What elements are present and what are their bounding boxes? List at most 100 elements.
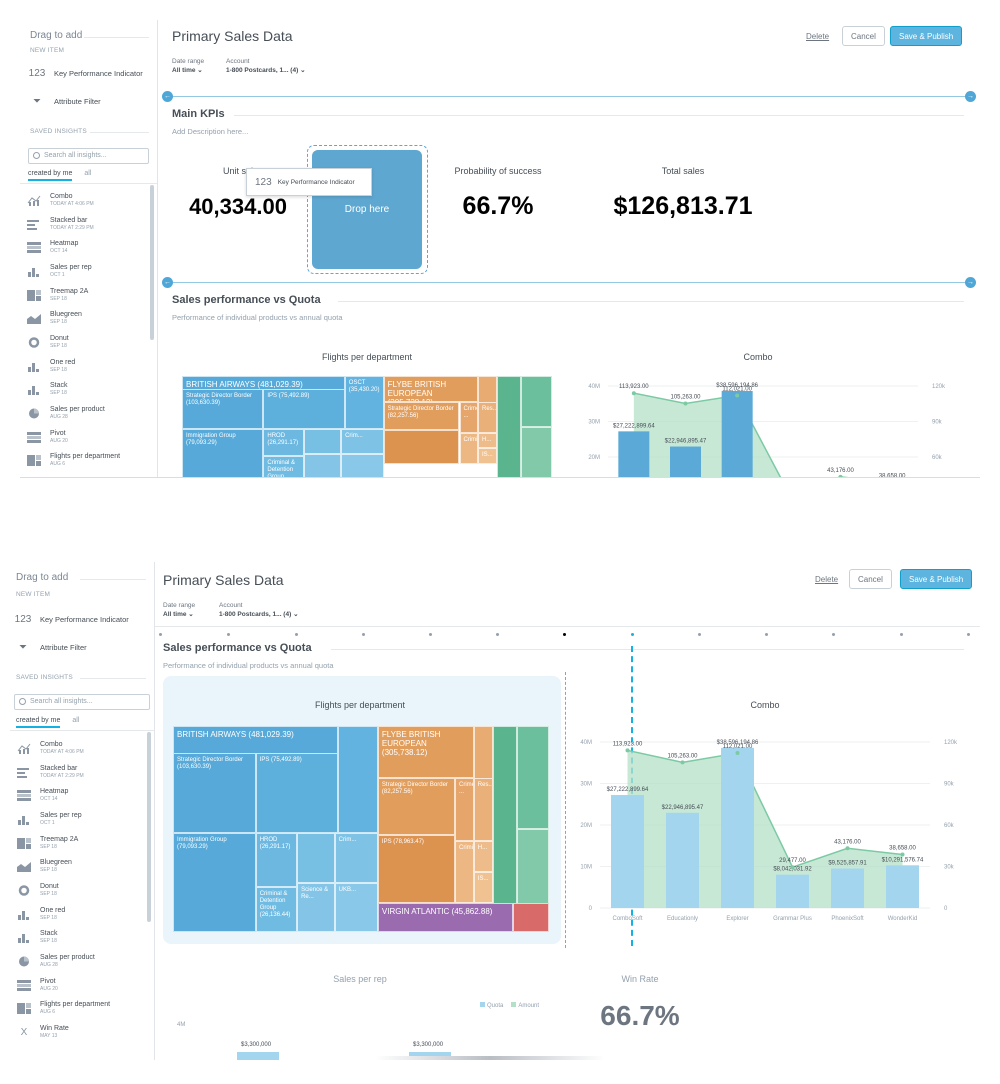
position-dot[interactable] xyxy=(698,633,701,636)
save-publish-button[interactable]: Save & Publish xyxy=(900,569,973,589)
account-filter[interactable]: Account 1-800 Postcards, 1... (4) ⌄ xyxy=(219,602,299,618)
insight-list-item[interactable]: Sales per product AUG 28 xyxy=(10,949,144,973)
treemap-cell[interactable]: Science & Re... xyxy=(297,882,335,932)
insight-list-item[interactable]: Treemap 2A SEP 18 xyxy=(20,283,147,307)
insight-list-item[interactable]: Stacked bar TODAY AT 2:29 PM xyxy=(10,760,144,784)
treemap-cell[interactable]: IPS (78,963.47) xyxy=(377,835,455,904)
delete-button[interactable]: Delete xyxy=(815,574,839,584)
position-dot[interactable] xyxy=(496,633,499,636)
treemap-cell[interactable] xyxy=(341,453,384,477)
treemap-cell[interactable]: Crime ... xyxy=(455,777,474,842)
date-range-filter[interactable]: Date range All time ⌄ xyxy=(163,602,196,618)
cancel-button[interactable]: Cancel xyxy=(849,569,892,589)
insight-list-item[interactable]: Heatmap OCT 14 xyxy=(10,783,144,807)
treemap-cell[interactable] xyxy=(338,726,378,834)
insight-list-item[interactable]: Combo TODAY AT 4:06 PM xyxy=(20,188,147,212)
treemap-cell[interactable] xyxy=(297,833,335,883)
search-input[interactable]: Search all insights... xyxy=(28,148,149,164)
position-dot[interactable] xyxy=(832,633,835,636)
section-title[interactable]: Main KPIs xyxy=(172,108,225,120)
treemap-cell[interactable] xyxy=(304,429,342,454)
treemap-cell[interactable] xyxy=(513,903,549,932)
treemap-cell[interactable]: Res... xyxy=(478,401,497,434)
treemap-cell[interactable]: Immigration Group (79,093.29) xyxy=(182,429,264,477)
insight-list-item[interactable]: Donut SEP 18 xyxy=(10,878,144,902)
treemap-cell[interactable]: FLYBE BRITISH EUROPEAN (305,738.12) xyxy=(383,376,478,402)
insight-list-item[interactable]: Stack SEP 18 xyxy=(20,378,147,402)
insight-list-item[interactable]: Pivot AUG 20 xyxy=(20,425,147,449)
insight-list-item[interactable]: Pivot AUG 20 xyxy=(10,973,144,997)
insight-list-item[interactable]: Combo TODAY AT 4:06 PM xyxy=(10,736,144,760)
treemap-cell[interactable]: Crim... xyxy=(334,833,378,883)
insight-list-item[interactable]: Flights per department AUG 6 xyxy=(20,449,147,473)
insight-list-item[interactable]: One red SEP 18 xyxy=(20,354,147,378)
insight-list-item[interactable]: Stacked bar TODAY AT 2:29 PM xyxy=(20,212,147,236)
insight-list-item[interactable]: Bluegreen SEP 18 xyxy=(10,854,144,878)
position-dot[interactable] xyxy=(967,633,970,636)
treemap-cell[interactable] xyxy=(383,430,460,464)
position-dot[interactable] xyxy=(429,633,432,636)
treemap-cell[interactable]: Res... xyxy=(473,777,493,842)
treemap-cell[interactable]: Criminal & Detention Group (26,136.44) xyxy=(255,886,298,932)
insight-list-item[interactable]: Stack SEP 18 xyxy=(10,926,144,950)
insight-list-item[interactable]: Flights per department AUG 6 xyxy=(10,997,144,1021)
sidebar-scrollbar[interactable] xyxy=(150,185,154,340)
drag-handle-right[interactable]: → xyxy=(965,91,976,102)
tab-created-by-me[interactable]: created by me xyxy=(28,170,73,181)
position-dot[interactable] xyxy=(900,633,903,636)
treemap-cell[interactable] xyxy=(496,376,521,477)
position-dot[interactable] xyxy=(295,633,298,636)
section-subtitle[interactable]: Performance of individual products vs an… xyxy=(172,313,343,322)
sidebar-scrollbar[interactable] xyxy=(147,732,151,922)
position-dot[interactable] xyxy=(362,633,365,636)
position-dot[interactable] xyxy=(159,633,162,636)
treemap-cell[interactable]: Strategic Director Border (82,257.56) xyxy=(383,401,460,431)
treemap-cell[interactable]: OSCT (35,430.20) xyxy=(344,376,384,430)
drag-handle-left[interactable]: ← xyxy=(162,277,173,288)
horizontal-scrollbar[interactable] xyxy=(375,1056,605,1060)
treemap-cell[interactable]: IS... xyxy=(473,872,493,904)
drag-handle-right[interactable]: → xyxy=(965,277,976,288)
treemap-cell[interactable] xyxy=(520,427,552,477)
search-input[interactable]: Search all insights... xyxy=(14,694,150,710)
treemap-cell[interactable]: Strategic Director Border (103,630.39) xyxy=(173,752,256,834)
treemap-cell[interactable]: Crimin... xyxy=(455,841,474,904)
treemap-cell[interactable]: IPS (75,492.89) xyxy=(263,389,345,430)
treemap-cell[interactable]: HROD (26,291.17) xyxy=(255,833,298,887)
insight-list-item[interactable]: Sales per rep OCT 1 xyxy=(20,259,147,283)
tab-all[interactable]: all xyxy=(72,717,80,724)
insight-list-item[interactable]: X Win Rate MAY 13 xyxy=(10,1020,144,1044)
combo-chart[interactable]: 20M 60k 30M 90k 40M 120k $27,222,899.64 $22,946… xyxy=(568,376,968,478)
insight-list-item[interactable]: Heatmap OCT 14 xyxy=(20,235,147,259)
kpi-new-item[interactable]: 123 Key Performance Indicator xyxy=(28,68,143,79)
treemap-cell[interactable]: Strategic Director Border (82,257.56) xyxy=(377,777,455,836)
treemap-cell[interactable]: Immigration Group (79,093.29) xyxy=(173,833,256,932)
treemap-cell[interactable]: H... xyxy=(478,433,497,449)
drag-handle-left[interactable]: ← xyxy=(162,91,173,102)
treemap-cell[interactable]: Criminal & Detention Group (26,136.44) xyxy=(263,455,305,477)
attribute-filter-new-item[interactable]: ⏷ Attribute Filter xyxy=(14,642,87,653)
treemap-cell[interactable] xyxy=(304,453,342,477)
treemap-cell[interactable]: VIRGIN ATLANTIC (45,862.88) xyxy=(377,903,514,932)
treemap-chart[interactable]: BRITISH AIRWAYS (481,029.39) Strategic Di… xyxy=(173,726,549,932)
treemap-cell[interactable]: Strategic Director Border (103,630.39) xyxy=(182,389,264,430)
insight-list-item[interactable]: Sales per product AUG 28 xyxy=(20,401,147,425)
position-dot[interactable] xyxy=(563,633,566,636)
section-description[interactable]: Add Description here... xyxy=(172,127,249,136)
tab-created-by-me[interactable]: created by me xyxy=(16,717,61,728)
treemap-cell[interactable]: Crime ... xyxy=(459,401,478,434)
insight-list-item[interactable]: Sales per rep OCT 1 xyxy=(10,807,144,831)
treemap-cell[interactable]: H... xyxy=(473,841,493,873)
position-dot[interactable] xyxy=(631,633,634,636)
treemap-cell[interactable]: IS... xyxy=(478,448,497,464)
treemap-cell[interactable]: IPS (75,492.89) xyxy=(255,752,339,834)
cancel-button[interactable]: Cancel xyxy=(842,26,885,46)
section-subtitle[interactable]: Performance of individual products vs an… xyxy=(163,661,334,670)
insight-list-item[interactable]: Bluegreen SEP 18 xyxy=(20,306,147,330)
insight-list-item[interactable]: Treemap 2A SEP 18 xyxy=(10,831,144,855)
insight-list-item[interactable]: Donut SEP 18 xyxy=(20,330,147,354)
kpi-new-item[interactable]: 123 Key Performance Indicator xyxy=(14,614,129,625)
section-title[interactable]: Sales performance vs Quota xyxy=(172,294,321,306)
treemap-chart[interactable]: BRITISH AIRWAYS (481,029.39) Strategic Di… xyxy=(182,376,552,477)
account-filter[interactable]: Account 1-800 Postcards, 1... (4) ⌄ xyxy=(226,58,306,74)
